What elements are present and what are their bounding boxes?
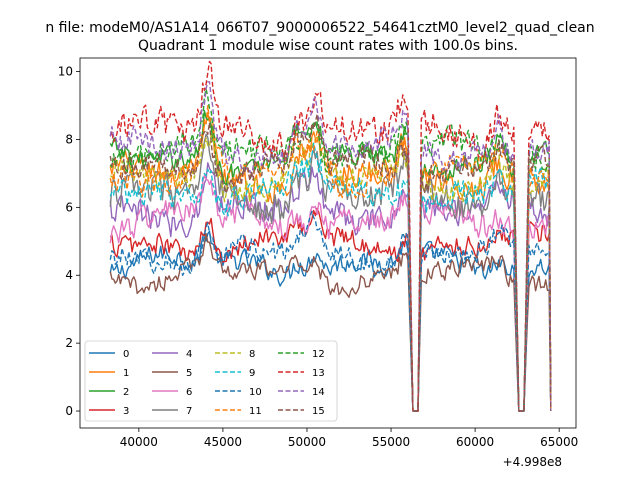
x-tick-label: 55000 <box>372 435 410 449</box>
plot-frame <box>79 57 577 429</box>
series-line-12 <box>109 88 552 412</box>
legend-label-10: 10 <box>249 387 262 398</box>
y-tick-label: 10 <box>58 65 73 79</box>
y-tick-label: 8 <box>65 132 73 146</box>
legend-box <box>84 340 338 422</box>
series-line-10 <box>109 210 552 412</box>
legend-label-12: 12 <box>312 349 325 360</box>
series-line-2 <box>109 110 552 412</box>
legend-label-15: 15 <box>312 406 325 417</box>
legend-label-0: 0 <box>123 349 129 360</box>
series-line-9 <box>109 142 552 412</box>
legend-label-11: 11 <box>249 406 262 417</box>
x-tick-label: 60000 <box>456 435 494 449</box>
y-tick-label: 6 <box>65 200 73 214</box>
y-tick-label: 4 <box>65 268 73 282</box>
series-line-13 <box>109 60 552 412</box>
series-line-0 <box>109 230 552 412</box>
legend-label-3: 3 <box>123 406 129 417</box>
legend-label-6: 6 <box>186 387 192 398</box>
series-line-8 <box>109 134 552 412</box>
legend-label-14: 14 <box>312 387 325 398</box>
y-axis: 0 2 4 6 8 10 <box>58 65 80 418</box>
series-line-7 <box>109 133 552 412</box>
series-line-14 <box>109 81 552 412</box>
y-tick-label: 2 <box>65 336 73 350</box>
x-tick-label: 45000 <box>204 435 242 449</box>
x-tick-label: 40000 <box>120 435 158 449</box>
legend-label-4: 4 <box>186 349 192 360</box>
figure-suptitle: n file: modeM0/AS1A14_066T07_9000006522_… <box>45 20 594 36</box>
legend-label-7: 7 <box>186 406 192 417</box>
series-line-15 <box>109 113 552 412</box>
y-tick-label: 0 <box>65 404 73 418</box>
x-axis: 40000 45000 50000 55000 60000 65000 <box>120 428 578 449</box>
legend-label-1: 1 <box>123 368 129 379</box>
series-line-6 <box>109 174 552 412</box>
legend-label-9: 9 <box>249 368 255 379</box>
x-offset-label: +4.998e8 <box>503 455 562 469</box>
x-tick-label: 50000 <box>288 435 326 449</box>
legend-label-2: 2 <box>123 387 129 398</box>
series-lines <box>109 60 552 412</box>
x-tick-label: 65000 <box>540 435 578 449</box>
series-line-5 <box>109 232 552 412</box>
series-line-11 <box>109 104 552 412</box>
legend-label-5: 5 <box>186 368 192 379</box>
legend-label-13: 13 <box>312 368 325 379</box>
chart-title: Quadrant 1 module wise count rates with … <box>138 38 518 54</box>
legend-label-8: 8 <box>249 349 255 360</box>
series-line-4 <box>109 162 552 412</box>
